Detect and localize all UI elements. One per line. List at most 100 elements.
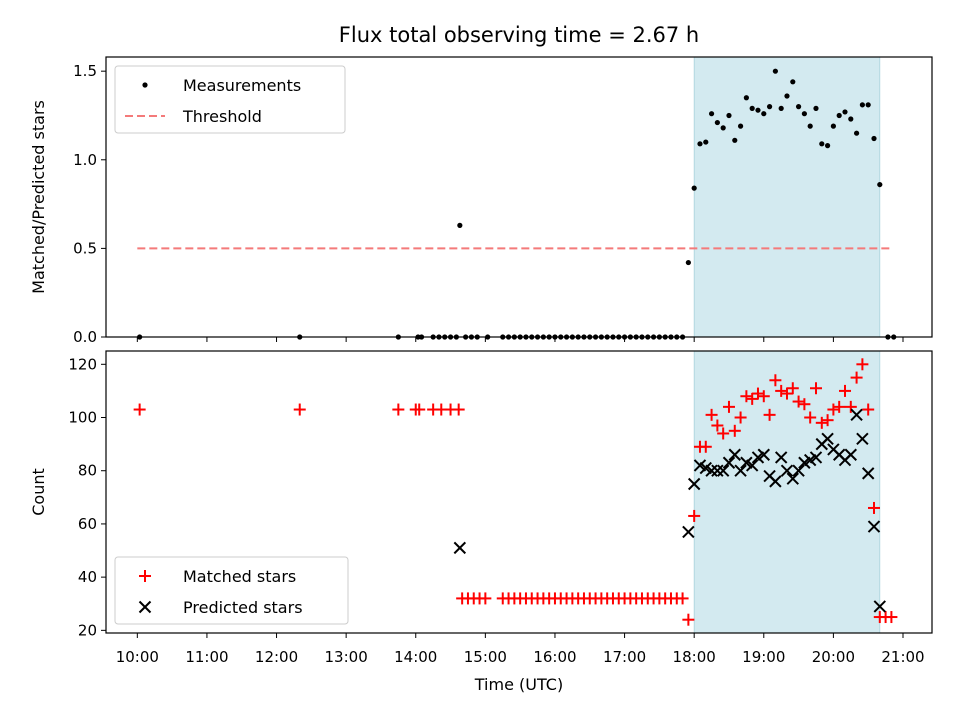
x-tick-label: 20:00 <box>812 648 855 666</box>
marker-stroke <box>705 464 718 477</box>
predicted-star-marker <box>792 464 805 477</box>
matched-star-marker <box>775 384 788 397</box>
measurement-point <box>853 130 860 136</box>
matched-star-marker <box>867 501 880 514</box>
marker-stroke <box>873 600 887 613</box>
matched-star-marker <box>688 509 701 522</box>
matched-star-marker <box>746 392 759 405</box>
legend-measurement-marker <box>142 82 148 88</box>
legend-box <box>114 65 346 134</box>
marker-stroke <box>693 459 707 472</box>
matched-star-marker <box>705 408 718 421</box>
measurement-point <box>737 123 744 129</box>
legend: Matched stars Predicted stars <box>114 556 349 625</box>
matched-star-marker <box>711 419 724 432</box>
measurement-point <box>842 109 848 115</box>
y-tick-label: 0.0 <box>73 328 97 346</box>
y-tick-label: 1.5 <box>73 62 97 80</box>
matched-star-marker <box>769 374 782 387</box>
marker-stroke <box>711 464 724 477</box>
marker-stroke <box>716 464 730 477</box>
y-tick-label: 60 <box>78 515 97 533</box>
marker-stroke <box>827 443 840 456</box>
predicted-star-marker <box>873 600 887 613</box>
measurement-point <box>708 111 715 117</box>
marker-stroke <box>850 408 863 422</box>
matched-star-marker <box>833 400 846 413</box>
y-tick-label: 0.5 <box>73 239 97 257</box>
measurement-point <box>749 105 755 111</box>
marker-stroke <box>844 448 857 461</box>
predicted-star-marker <box>711 464 724 477</box>
matched-star-marker <box>757 390 770 403</box>
x-tick-label: 21:00 <box>881 648 924 666</box>
measurement-point <box>848 116 854 122</box>
matched-star-marker <box>780 387 793 400</box>
measurement-point <box>795 104 802 110</box>
measurement-point <box>761 111 767 117</box>
marker-stroke <box>774 451 788 464</box>
legend-label: Predicted stars <box>183 598 303 617</box>
measurement-point <box>859 102 865 108</box>
predicted-star-marker <box>453 541 467 555</box>
x-tick-label: 11:00 <box>185 648 228 666</box>
predicted-star-marker <box>861 467 875 480</box>
matched-star-marker <box>751 387 764 400</box>
predicted-star-marker <box>774 451 788 464</box>
matched-star-marker <box>722 400 735 413</box>
predicted-star-marker <box>722 456 736 469</box>
predicted-star-marker <box>844 448 857 461</box>
matched-star-marker <box>885 611 898 624</box>
predicted-star-marker <box>716 464 730 477</box>
marker-stroke <box>728 448 741 461</box>
matched-star-marker <box>792 395 805 408</box>
x-tick-label: 18:00 <box>673 648 716 666</box>
measurement-point <box>801 111 807 117</box>
x-tick-label: 14:00 <box>394 648 437 666</box>
y-axis-label: Matched/Predicted stars <box>29 100 48 294</box>
x-tick-label: 13:00 <box>325 648 368 666</box>
matched-star-marker <box>844 400 857 413</box>
measurement-point <box>743 95 749 101</box>
marker-stroke <box>861 467 875 480</box>
axes-frame <box>105 350 933 634</box>
axes-frame <box>105 56 933 338</box>
matched-star-marker <box>763 408 776 421</box>
matched-star-marker <box>717 427 730 440</box>
x-tick-label: 12:00 <box>255 648 298 666</box>
matched-star-marker <box>682 613 695 626</box>
measurement-point <box>772 68 778 74</box>
x-tick-label: 17:00 <box>603 648 646 666</box>
matched-star-marker <box>728 424 741 437</box>
measurement-point <box>720 125 726 131</box>
measurement-point <box>766 104 773 110</box>
marker-stroke <box>453 541 467 555</box>
matched-star-marker <box>862 403 875 416</box>
matched-star-marker <box>740 390 753 403</box>
matched-star-marker <box>809 382 822 395</box>
x-tick-label: 19:00 <box>742 648 785 666</box>
y-tick-label: 20 <box>78 621 97 639</box>
matched-star-marker <box>699 440 712 453</box>
x-tick-label: 16:00 <box>533 648 576 666</box>
marker-stroke <box>821 432 834 445</box>
marker-stroke <box>856 432 869 445</box>
matched-star-marker <box>798 398 811 411</box>
measurement-point <box>836 112 842 119</box>
predicted-star-marker <box>809 451 823 464</box>
legend-label: Measurements <box>183 76 301 95</box>
chart-title: Flux total observing time = 2.67 h <box>339 23 699 47</box>
predicted-star-marker <box>769 475 782 488</box>
predicted-star-marker <box>867 520 881 533</box>
measurement-point <box>824 143 831 149</box>
predicted-star-marker <box>757 448 770 461</box>
predicted-star-marker <box>687 477 701 491</box>
y-tick-label: 120 <box>68 355 97 373</box>
matched-star-marker <box>815 416 828 429</box>
predicted-star-marker <box>821 432 834 445</box>
matched-star-marker <box>786 382 799 395</box>
matched-star-marker <box>804 411 817 424</box>
predicted-star-marker <box>745 459 759 472</box>
panels: 0.0 0.5 1.0 1.5 Matched/Predicted stars Measu… <box>29 56 933 666</box>
y-tick-label: 80 <box>78 462 97 480</box>
